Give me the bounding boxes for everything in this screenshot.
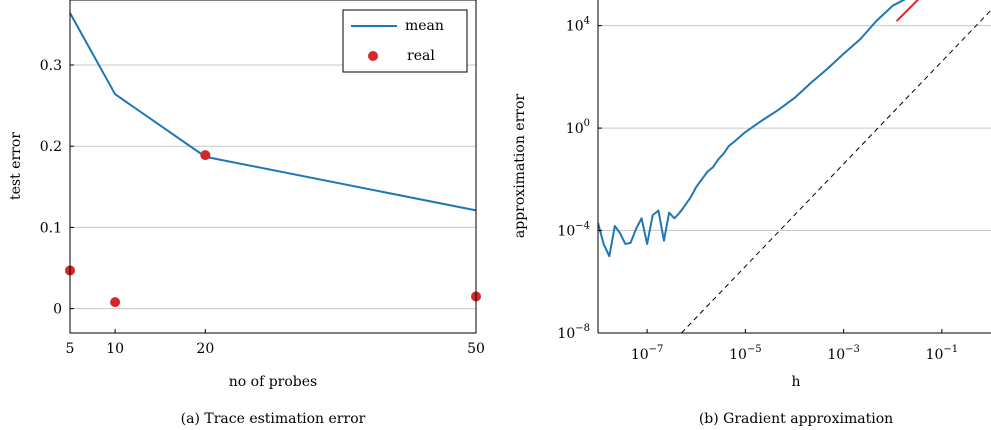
chart-b-caption: (b) Gradient approximation xyxy=(699,411,893,427)
y-tick-label: 0 xyxy=(53,302,62,318)
chart-a-grid xyxy=(70,64,476,310)
chart-a-caption: (a) Trace estimation error xyxy=(181,411,366,427)
data-point-real xyxy=(110,297,121,308)
chart-a-xlabel: no of probes xyxy=(229,374,317,390)
chart-a-ticks: 0 0.1 0.2 0.3 5 10 20 50 xyxy=(40,58,485,357)
chart-b-grid xyxy=(598,25,991,232)
legend-mean-label: mean xyxy=(405,18,444,34)
series-line-0 xyxy=(598,0,906,258)
chart-a: 0 0.1 0.2 0.3 5 10 20 50 no of probes test erro… xyxy=(8,0,485,427)
x-tick-label: 10−7 xyxy=(631,344,664,363)
y-tick-label: 0.2 xyxy=(40,139,62,155)
chart-b-ylabel: approximation error xyxy=(512,94,528,238)
chart-b-series xyxy=(598,0,991,333)
x-tick-label: 10−3 xyxy=(827,344,860,363)
x-tick-label: 20 xyxy=(196,341,214,357)
x-tick-label: 10−5 xyxy=(729,344,762,363)
y-tick-label: 0.3 xyxy=(40,58,62,74)
chart-a-legend: mean real xyxy=(342,9,468,73)
chart-a-frame xyxy=(69,0,477,334)
chart-b: 10−8 10−4 100 104 10−7 10−5 10−3 10−1 h approxi… xyxy=(512,0,991,427)
x-tick-label: 50 xyxy=(467,341,485,357)
legend-box xyxy=(342,9,468,73)
data-point-real xyxy=(200,150,211,161)
series-line-2 xyxy=(681,9,991,333)
x-tick-label: 5 xyxy=(66,341,75,357)
y-tick-label: 100 xyxy=(566,118,590,137)
series-line-1 xyxy=(895,0,920,22)
x-tick-label: 10−1 xyxy=(926,344,959,363)
y-tick-label: 104 xyxy=(566,16,590,35)
legend-real-swatch xyxy=(368,51,378,61)
chart-b-ticks: 10−8 10−4 100 104 10−7 10−5 10−3 10−1 xyxy=(557,16,958,363)
y-tick-label: 10−8 xyxy=(557,323,590,342)
y-tick-label: 0.1 xyxy=(40,220,62,236)
chart-b-xlabel: h xyxy=(791,374,800,390)
legend-real-label: real xyxy=(407,48,435,64)
x-tick-label: 10 xyxy=(106,341,124,357)
series-line-mean xyxy=(69,12,477,212)
chart-a-ylabel: test error xyxy=(8,132,24,200)
y-tick-label: 10−4 xyxy=(557,221,590,240)
